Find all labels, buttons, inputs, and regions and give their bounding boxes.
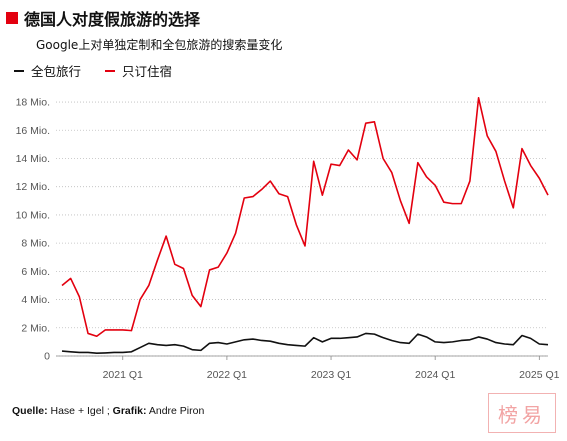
y-tick-label: 12 Mio. [16, 181, 50, 193]
legend-label-accommodation: 只订住宿 [122, 64, 173, 79]
chart-legend: 全包旅行 只订住宿 [14, 61, 196, 80]
x-tick-label: 2023 Q1 [311, 369, 351, 381]
y-tick-label: 2 Mio. [21, 322, 50, 334]
page-subtitle: Google上对单独定制和全包旅游的搜索量变化 [36, 38, 283, 52]
y-tick-label: 14 Mio. [16, 153, 50, 165]
x-tick-label: 2021 Q1 [103, 369, 143, 381]
y-tick-label: 4 Mio. [21, 294, 50, 306]
y-tick-label: 0 [44, 351, 50, 363]
legend-item-accommodation: 只订住宿 [105, 61, 172, 80]
legend-swatch-accommodation [105, 69, 116, 72]
legend-item-all-inclusive: 全包旅行 [14, 61, 81, 80]
legend-swatch-all-inclusive [14, 69, 24, 72]
series-line-all-inclusive [61, 332, 549, 354]
y-tick-label: 6 Mio. [21, 266, 50, 278]
source-quelle-label: Quelle: [12, 405, 48, 417]
source-grafik-label: Grafik: [112, 405, 147, 417]
page-title: 德国人对度假旅游的选择 [24, 10, 201, 29]
title-marker [6, 12, 18, 24]
x-tick-label: 2025 Q1 [519, 369, 559, 381]
y-tick-label: 8 Mio. [21, 238, 50, 250]
y-tick-label: 10 Mio. [16, 209, 50, 221]
source-note: Quelle: Hase + Igel ; Grafik: Andre Piro… [12, 405, 204, 417]
title-row: 德国人对度假旅游的选择 [6, 6, 200, 30]
x-tick-label: 2024 Q1 [415, 369, 455, 381]
legend-label-all-inclusive: 全包旅行 [31, 64, 82, 79]
watermark-stamp: 榜易 [488, 393, 556, 433]
y-tick-label: 16 Mio. [16, 125, 50, 137]
x-tick-label: 2022 Q1 [207, 369, 247, 381]
source-grafik-value: Andre Piron [146, 405, 205, 417]
series-line-accommodation [61, 97, 549, 338]
source-quelle-value: Hase + Igel ; [47, 405, 113, 417]
y-tick-label: 18 Mio. [16, 97, 50, 109]
